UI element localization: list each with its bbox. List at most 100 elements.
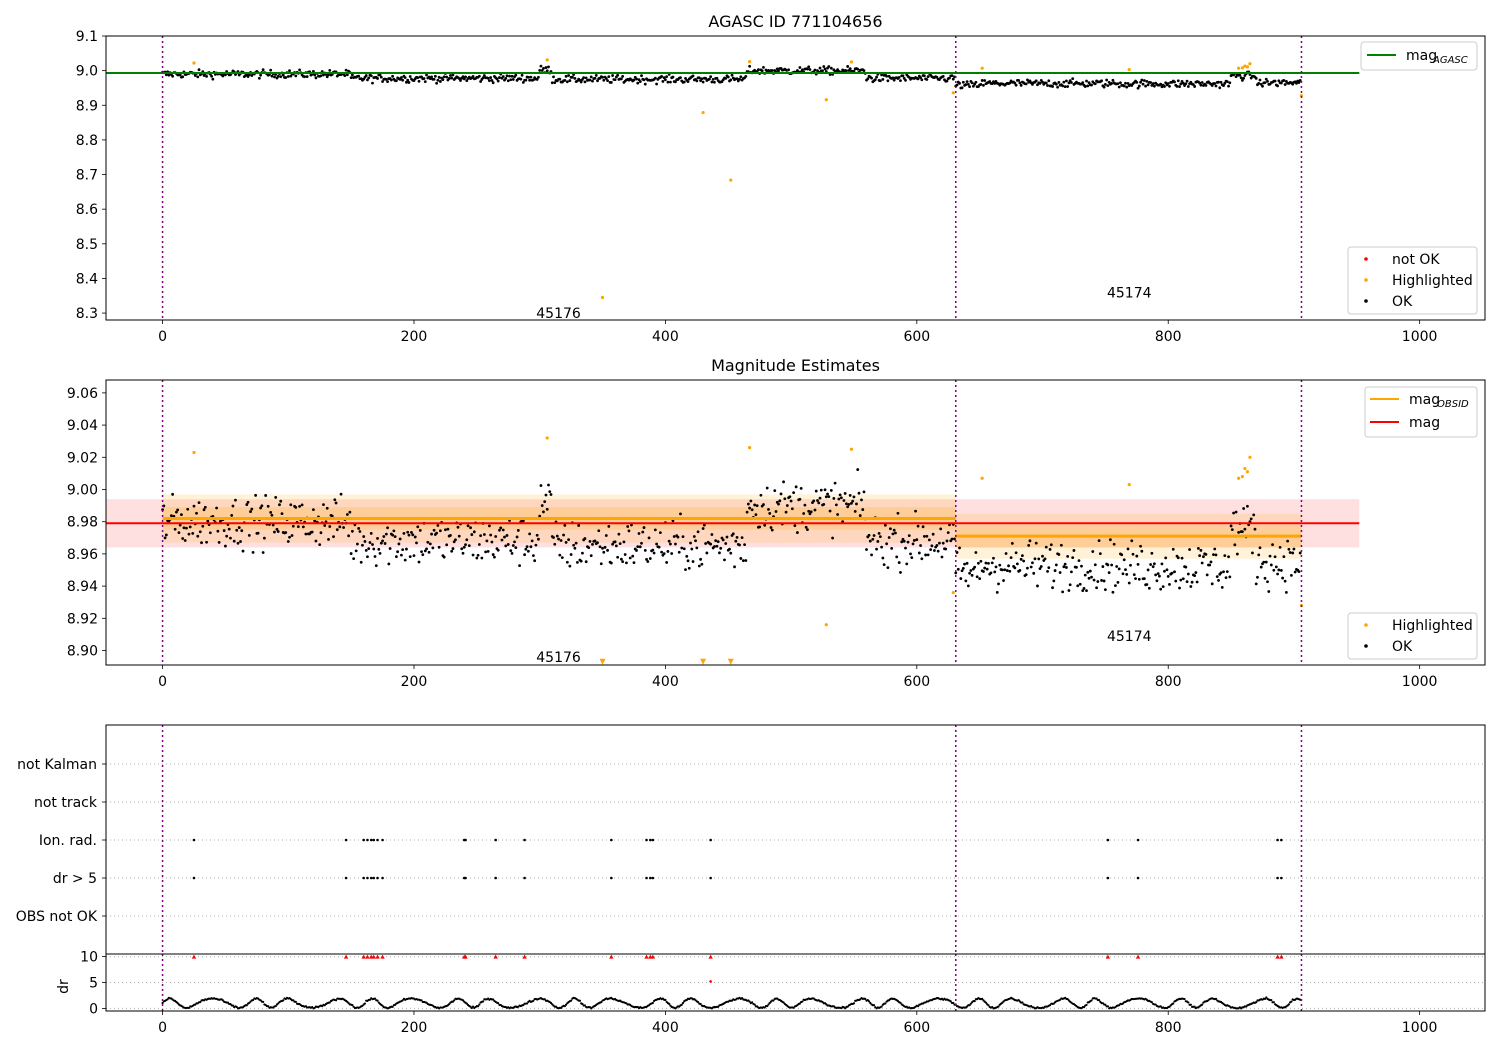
- estimates-highlighted-point-15: [1248, 455, 1252, 459]
- estimates-ok-point: [851, 499, 855, 503]
- estimates-ok-point: [806, 528, 809, 532]
- agasc-ok-point: [1181, 81, 1185, 85]
- estimates-ok-point: [1010, 541, 1014, 545]
- estimates-ok-point: [1269, 563, 1273, 567]
- agasc-points: [161, 64, 1302, 90]
- estimates-ok-point: [1047, 566, 1051, 570]
- estimates-ok-point: [464, 543, 467, 547]
- estimates-ok-point: [1274, 565, 1278, 569]
- flags-category-label-4: not Kalman: [17, 757, 97, 773]
- estimates-ok-point: [1032, 571, 1036, 575]
- estimates-ok-point: [669, 542, 672, 546]
- estimates-ok-point: [236, 541, 240, 545]
- estimates-ok-point: [457, 534, 461, 538]
- agasc-ok-point: [1144, 84, 1147, 88]
- estimates-ok-point: [1062, 565, 1066, 569]
- flags-point-2-20: [1280, 838, 1283, 842]
- estimates-ok-point: [1110, 563, 1114, 567]
- estimates-ok-point: [488, 524, 491, 528]
- estimates-ok-point: [583, 537, 587, 540]
- estimates-highlighted-point-5: [748, 446, 752, 450]
- estimates-ok-point: [548, 490, 552, 494]
- estimates-ok-point: [398, 537, 402, 541]
- agasc-ok-point: [1054, 82, 1058, 86]
- dr-point: [282, 999, 285, 1002]
- estimates-ok-point: [462, 545, 466, 549]
- estimates-ok-point: [1067, 589, 1071, 592]
- estimates-ok-point: [647, 536, 651, 540]
- estimates-ok-point: [622, 540, 626, 544]
- estimates-ok-point: [431, 546, 435, 550]
- agasc-obs-label-1: 45174: [1107, 285, 1152, 301]
- estimates-ok-point: [469, 526, 472, 530]
- estimates-ok-point: [494, 535, 498, 538]
- estimates-ok-point: [646, 560, 650, 563]
- agasc-ok-point: [422, 77, 426, 80]
- estimates-ok-point: [426, 540, 430, 544]
- agasc-ok-point: [1142, 79, 1146, 82]
- estimates-ok-point: [956, 567, 960, 571]
- agasc-ok-point: [875, 75, 878, 79]
- estimates-ok-point: [944, 547, 948, 551]
- agasc-ok-point: [1214, 84, 1218, 88]
- dr-point: [1048, 1004, 1052, 1007]
- flags-point-1-19: [1276, 876, 1279, 880]
- dr-point: [532, 999, 535, 1002]
- agasc-ok-point: [1239, 76, 1243, 80]
- estimates-ok-point: [1106, 563, 1110, 567]
- agasc-ok-point: [715, 76, 719, 80]
- estimates-ok-point: [1170, 571, 1174, 575]
- agasc-ok-point: [481, 76, 485, 80]
- agasc-ok-point: [982, 83, 985, 87]
- estimates-ok-point: [625, 561, 628, 565]
- estimates-ok-point: [628, 556, 632, 560]
- estimates-ok-point: [832, 497, 836, 500]
- dr-flagged-marker-3: [365, 954, 370, 959]
- estimates-ok-point: [402, 531, 406, 535]
- estimates-ok-point: [1009, 556, 1013, 560]
- estimates-ok-point: [552, 536, 555, 539]
- agasc-ok-point: [1056, 85, 1059, 89]
- estimates-ok-point: [829, 489, 833, 492]
- estimates-ok-point: [1064, 566, 1068, 569]
- estimates-ok-point: [1212, 553, 1215, 557]
- agasc-ok-point: [305, 75, 309, 78]
- estimates-ok-point: [983, 566, 987, 570]
- agasc-ok-point: [405, 80, 408, 84]
- agasc-ok-point: [951, 77, 955, 81]
- agasc-ok-point: [553, 81, 557, 85]
- dr-point: [476, 1005, 480, 1008]
- estimates-ok-point: [412, 554, 416, 558]
- estimates-ok-point: [940, 555, 944, 559]
- agasc-ok-point: [496, 79, 500, 83]
- estimates-ok-point: [1190, 580, 1194, 584]
- agasc-ok-point: [1085, 79, 1088, 83]
- estimates-ok-point: [581, 551, 584, 555]
- agasc-ok-point: [880, 73, 884, 77]
- estimates-ok-point: [679, 512, 682, 516]
- agasc-xtick-label-0: 0: [158, 329, 167, 345]
- estimates-ok-point: [560, 556, 564, 560]
- estimates-ok-point: [666, 550, 670, 553]
- estimates-ok-point: [836, 513, 840, 516]
- estimates-ok-point: [777, 502, 780, 506]
- estimates-ok-point: [515, 535, 519, 539]
- flags-point-1-7: [381, 876, 384, 880]
- estimates-ok-point: [339, 492, 343, 496]
- agasc-ok-point: [570, 75, 574, 79]
- estimates-ok-point: [750, 508, 754, 512]
- estimates-ok-point: [387, 562, 391, 566]
- estimates-ok-point: [345, 513, 349, 516]
- agasc-ok-point: [389, 78, 393, 82]
- agasc-ok-point: [1062, 80, 1066, 84]
- estimates-ok-point: [1087, 576, 1091, 580]
- estimates-ok-point: [887, 536, 891, 539]
- flags-category-label-0: OBS not OK: [16, 909, 98, 925]
- dr-point: [448, 1002, 451, 1006]
- agasc-ok-point: [964, 83, 968, 86]
- estimates-ok-point: [477, 543, 481, 546]
- estimates-ok-point: [946, 531, 950, 535]
- estimates-ok-point: [208, 531, 212, 535]
- estimates-ok-point: [763, 523, 767, 527]
- estimates-ok-point: [799, 486, 803, 490]
